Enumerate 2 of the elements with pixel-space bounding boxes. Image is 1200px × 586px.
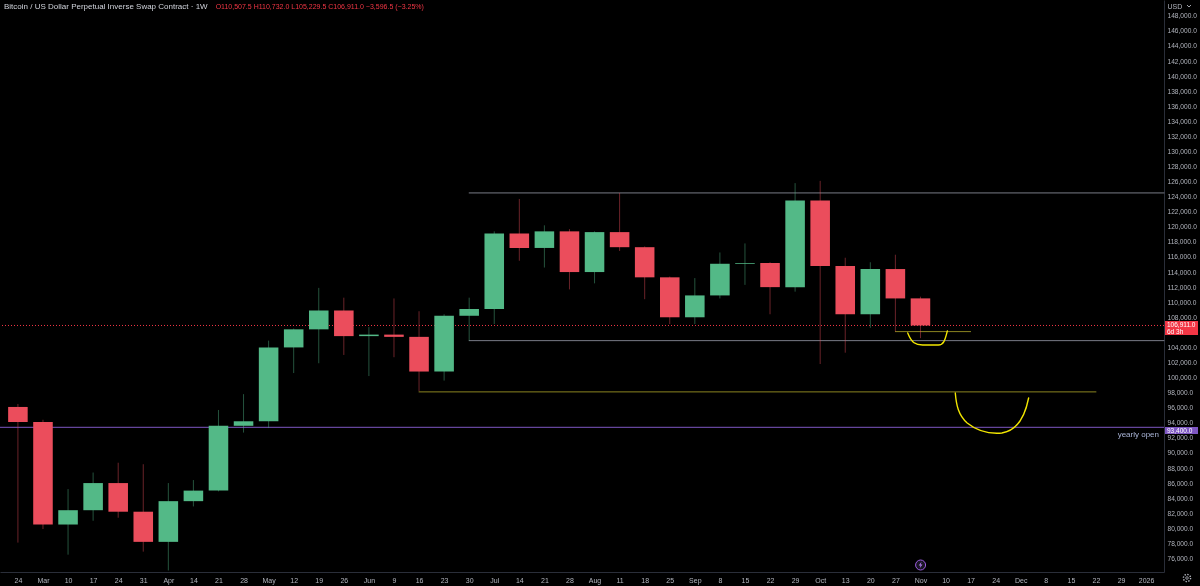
chart-title: Bitcoin / US Dollar Perpetual Inverse Swap Contract · 1W [4, 2, 209, 11]
legend-label: yearly open [1117, 430, 1159, 440]
